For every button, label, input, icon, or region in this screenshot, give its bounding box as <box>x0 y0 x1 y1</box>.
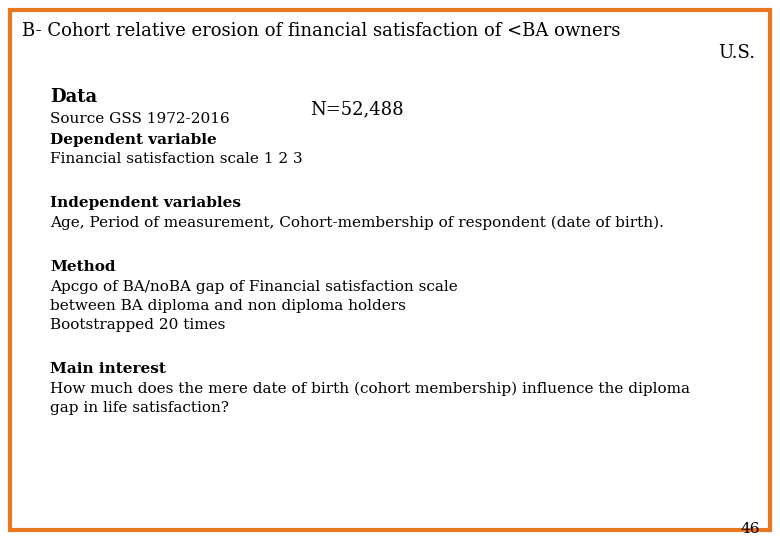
Text: N=52,488: N=52,488 <box>310 100 403 118</box>
Text: Financial satisfaction scale 1 2 3: Financial satisfaction scale 1 2 3 <box>50 152 303 166</box>
Text: Data: Data <box>50 88 98 106</box>
Text: between BA diploma and non diploma holders: between BA diploma and non diploma holde… <box>50 299 406 313</box>
Text: Main interest: Main interest <box>50 362 166 376</box>
Text: B- Cohort relative erosion of financial satisfaction of <BA owners: B- Cohort relative erosion of financial … <box>22 22 620 40</box>
Text: Age, Period of measurement, Cohort-membership of respondent (date of birth).: Age, Period of measurement, Cohort-membe… <box>50 216 664 231</box>
Text: How much does the mere date of birth (cohort membership) influence the diploma: How much does the mere date of birth (co… <box>50 382 690 396</box>
Text: Independent variables: Independent variables <box>50 196 241 210</box>
Text: Source GSS 1972-2016: Source GSS 1972-2016 <box>50 112 230 126</box>
Text: Method: Method <box>50 260 115 274</box>
Text: 46: 46 <box>740 522 760 536</box>
Text: U.S.: U.S. <box>718 44 755 62</box>
Text: Bootstrapped 20 times: Bootstrapped 20 times <box>50 318 225 332</box>
Text: Apcgo of BA/noBA gap of Financial satisfaction scale: Apcgo of BA/noBA gap of Financial satisf… <box>50 280 458 294</box>
Text: gap in life satisfaction?: gap in life satisfaction? <box>50 401 229 415</box>
Text: Dependent variable: Dependent variable <box>50 133 217 147</box>
